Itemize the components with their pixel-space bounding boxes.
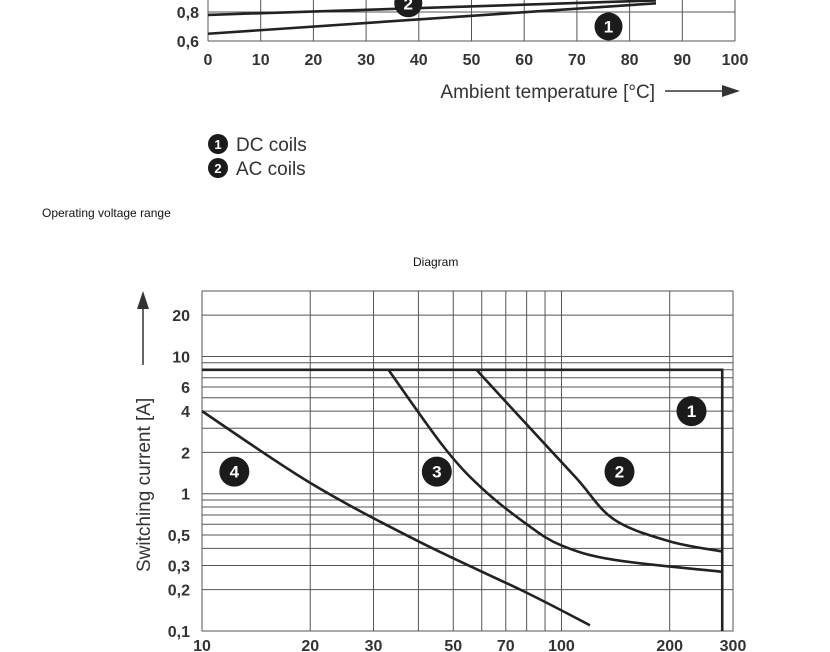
x-tick-label: 70 bbox=[497, 638, 515, 652]
legend: 1 DC coils 2 AC coils bbox=[208, 134, 307, 180]
legend-marker-1 bbox=[208, 134, 228, 154]
y-tick-label: 2 bbox=[181, 445, 190, 462]
series-line-3 bbox=[387, 369, 723, 574]
y-tick-label: 6 bbox=[181, 380, 190, 397]
series-marker-1 bbox=[594, 12, 623, 41]
x-tick-label: 90 bbox=[673, 52, 691, 69]
x-tick-label: 100 bbox=[548, 638, 575, 652]
series-marker-label: 1 bbox=[604, 18, 613, 37]
x-tick-label: 80 bbox=[621, 52, 639, 69]
series-marker-2 bbox=[604, 456, 635, 487]
series-marker-label: 4 bbox=[230, 463, 240, 482]
x-tick-label: 100 bbox=[722, 52, 749, 69]
series-marker-2 bbox=[394, 0, 423, 18]
series-line-2 bbox=[475, 368, 723, 553]
legend-marker-label: 1 bbox=[214, 137, 221, 152]
x-tick-label: 50 bbox=[463, 52, 481, 69]
series-marker-4 bbox=[219, 456, 250, 487]
diagram-caption: Diagram bbox=[413, 255, 459, 269]
y-tick-label: 0,8 bbox=[177, 5, 199, 22]
plot-frame bbox=[201, 290, 734, 632]
series-marker-label: 2 bbox=[615, 463, 624, 482]
x-tick-label: 60 bbox=[515, 52, 533, 69]
y-axis-arrow-head bbox=[137, 291, 149, 309]
series-marker-label: 3 bbox=[432, 463, 441, 482]
x-tick-label: 20 bbox=[301, 638, 319, 652]
y-tick-label: 0,1 bbox=[168, 624, 190, 641]
series-line-1 bbox=[207, 2, 657, 36]
legend-label: AC coils bbox=[236, 159, 306, 180]
series-marker-label: 2 bbox=[404, 0, 413, 13]
y-tick-label: 0,2 bbox=[168, 583, 190, 600]
x-tick-label: 30 bbox=[357, 52, 375, 69]
series-marker-3 bbox=[421, 456, 452, 487]
y-tick-label: 0,6 bbox=[177, 34, 199, 51]
legend-marker-label: 2 bbox=[214, 161, 221, 176]
x-tick-label: 70 bbox=[568, 52, 586, 69]
series-line-4 bbox=[201, 410, 591, 627]
x-tick-label: 50 bbox=[444, 638, 462, 652]
operating-voltage-caption: Operating voltage range bbox=[42, 206, 171, 220]
x-tick-label: 30 bbox=[365, 638, 383, 652]
series-marker-label: 1 bbox=[687, 402, 696, 421]
legend-label: DC coils bbox=[236, 135, 307, 156]
series-line-2 bbox=[207, 0, 656, 17]
x-tick-label: 40 bbox=[410, 52, 428, 69]
legend-marker-2 bbox=[208, 158, 228, 178]
y-tick-label: 0,3 bbox=[168, 559, 190, 576]
x-tick-label: 0 bbox=[204, 52, 213, 69]
x-axis-title: Ambient temperature [°C] bbox=[440, 82, 655, 103]
x-tick-label: 10 bbox=[252, 52, 270, 69]
x-tick-label: 300 bbox=[720, 638, 747, 652]
y-tick-label: 0,5 bbox=[168, 528, 190, 545]
y-axis-title: Switching current [A] bbox=[134, 398, 155, 572]
y-tick-label: 4 bbox=[181, 404, 190, 421]
y-tick-label: 10 bbox=[172, 349, 190, 366]
y-tick-label: 1 bbox=[181, 487, 190, 504]
x-tick-label: 20 bbox=[305, 52, 323, 69]
series-line-1 bbox=[202, 368, 724, 631]
switching-current-chart: 10 20 30 50 70 100 200 300 20 10 6 4 2 1 0,5 0,3 0,2 0,1 S… bbox=[134, 290, 747, 652]
temperature-chart: 0 10 20 30 40 50 60 70 80 90 100 0,8 0,6 1 2 Ambient te… bbox=[177, 0, 749, 103]
x-tick-label: 200 bbox=[656, 638, 683, 652]
x-axis-arrow-head bbox=[722, 85, 740, 97]
series-marker-1 bbox=[676, 396, 707, 427]
y-tick-label: 20 bbox=[172, 308, 190, 325]
x-tick-label: 10 bbox=[193, 638, 211, 652]
